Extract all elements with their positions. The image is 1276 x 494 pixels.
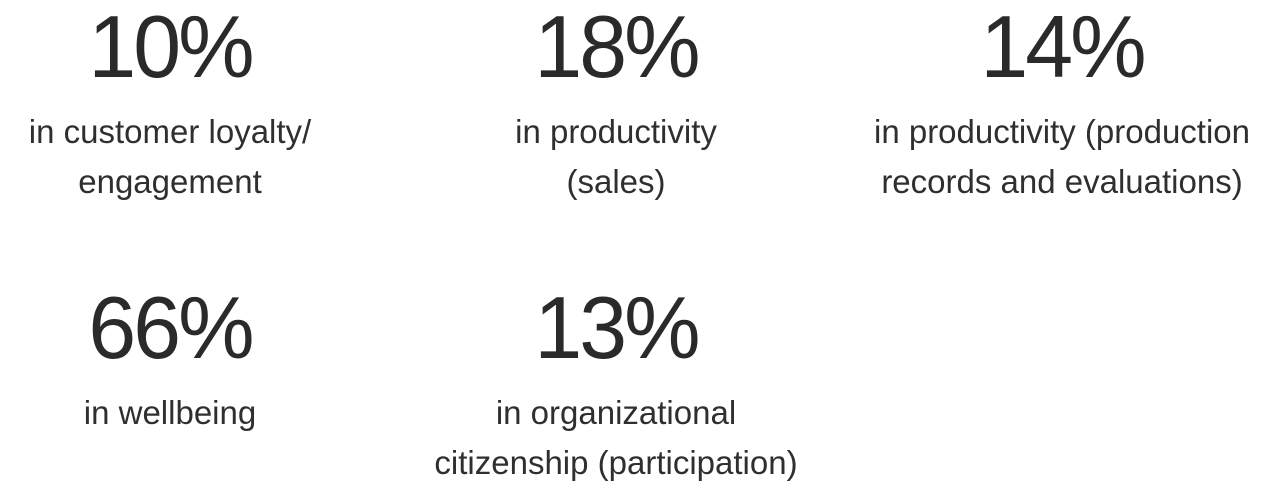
- stat-description-line: records and evaluations): [881, 163, 1243, 200]
- stat-value: 10%: [88, 0, 254, 97]
- stat-customer-loyalty: 10% in customer loyalty/ engagement: [0, 0, 340, 207]
- stat-value: 14%: [980, 0, 1146, 97]
- stat-description-line: (sales): [566, 163, 666, 200]
- stat-description-line: in wellbeing: [83, 394, 257, 431]
- stat-description: in productivity (production records and …: [852, 107, 1272, 207]
- stat-description-line: in productivity: [515, 113, 717, 150]
- stat-wellbeing: 66% in wellbeing: [0, 278, 340, 438]
- stat-value: 66%: [88, 278, 254, 378]
- stat-description: in productivity (sales): [446, 107, 786, 207]
- stat-description-line: citizenship (participation): [434, 444, 798, 481]
- stat-value: 18%: [534, 0, 700, 97]
- stat-description-line: in customer loyalty/: [28, 113, 312, 150]
- stat-productivity-production: 14% in productivity (production records …: [852, 0, 1272, 207]
- stat-description: in wellbeing: [0, 388, 340, 438]
- stat-description-line: in productivity (production: [873, 113, 1251, 150]
- stat-description-line: engagement: [78, 163, 262, 200]
- stat-description-line: in organizational: [495, 394, 737, 431]
- stat-productivity-sales: 18% in productivity (sales): [446, 0, 786, 207]
- stat-description: in customer loyalty/ engagement: [0, 107, 340, 207]
- stat-value: 13%: [534, 278, 700, 378]
- stat-organizational-citizenship: 13% in organizational citizenship (parti…: [396, 278, 836, 488]
- stat-description: in organizational citizenship (participa…: [396, 388, 836, 488]
